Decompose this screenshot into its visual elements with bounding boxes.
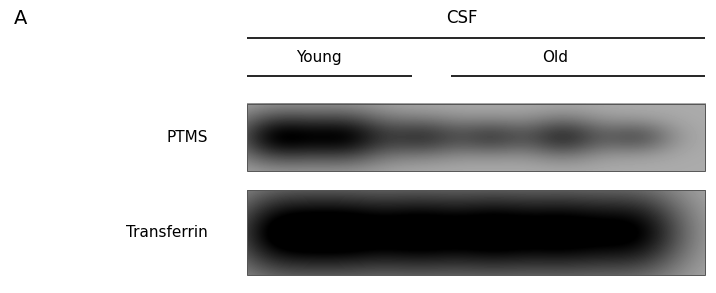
Bar: [247, 190, 705, 275]
Text: Transferrin: Transferrin: [126, 225, 208, 241]
Text: Old: Old: [542, 50, 568, 65]
Text: Young: Young: [296, 50, 342, 65]
Text: CSF: CSF: [446, 9, 478, 27]
Text: PTMS: PTMS: [166, 130, 208, 145]
Bar: [247, 104, 705, 171]
Text: A: A: [14, 9, 28, 28]
